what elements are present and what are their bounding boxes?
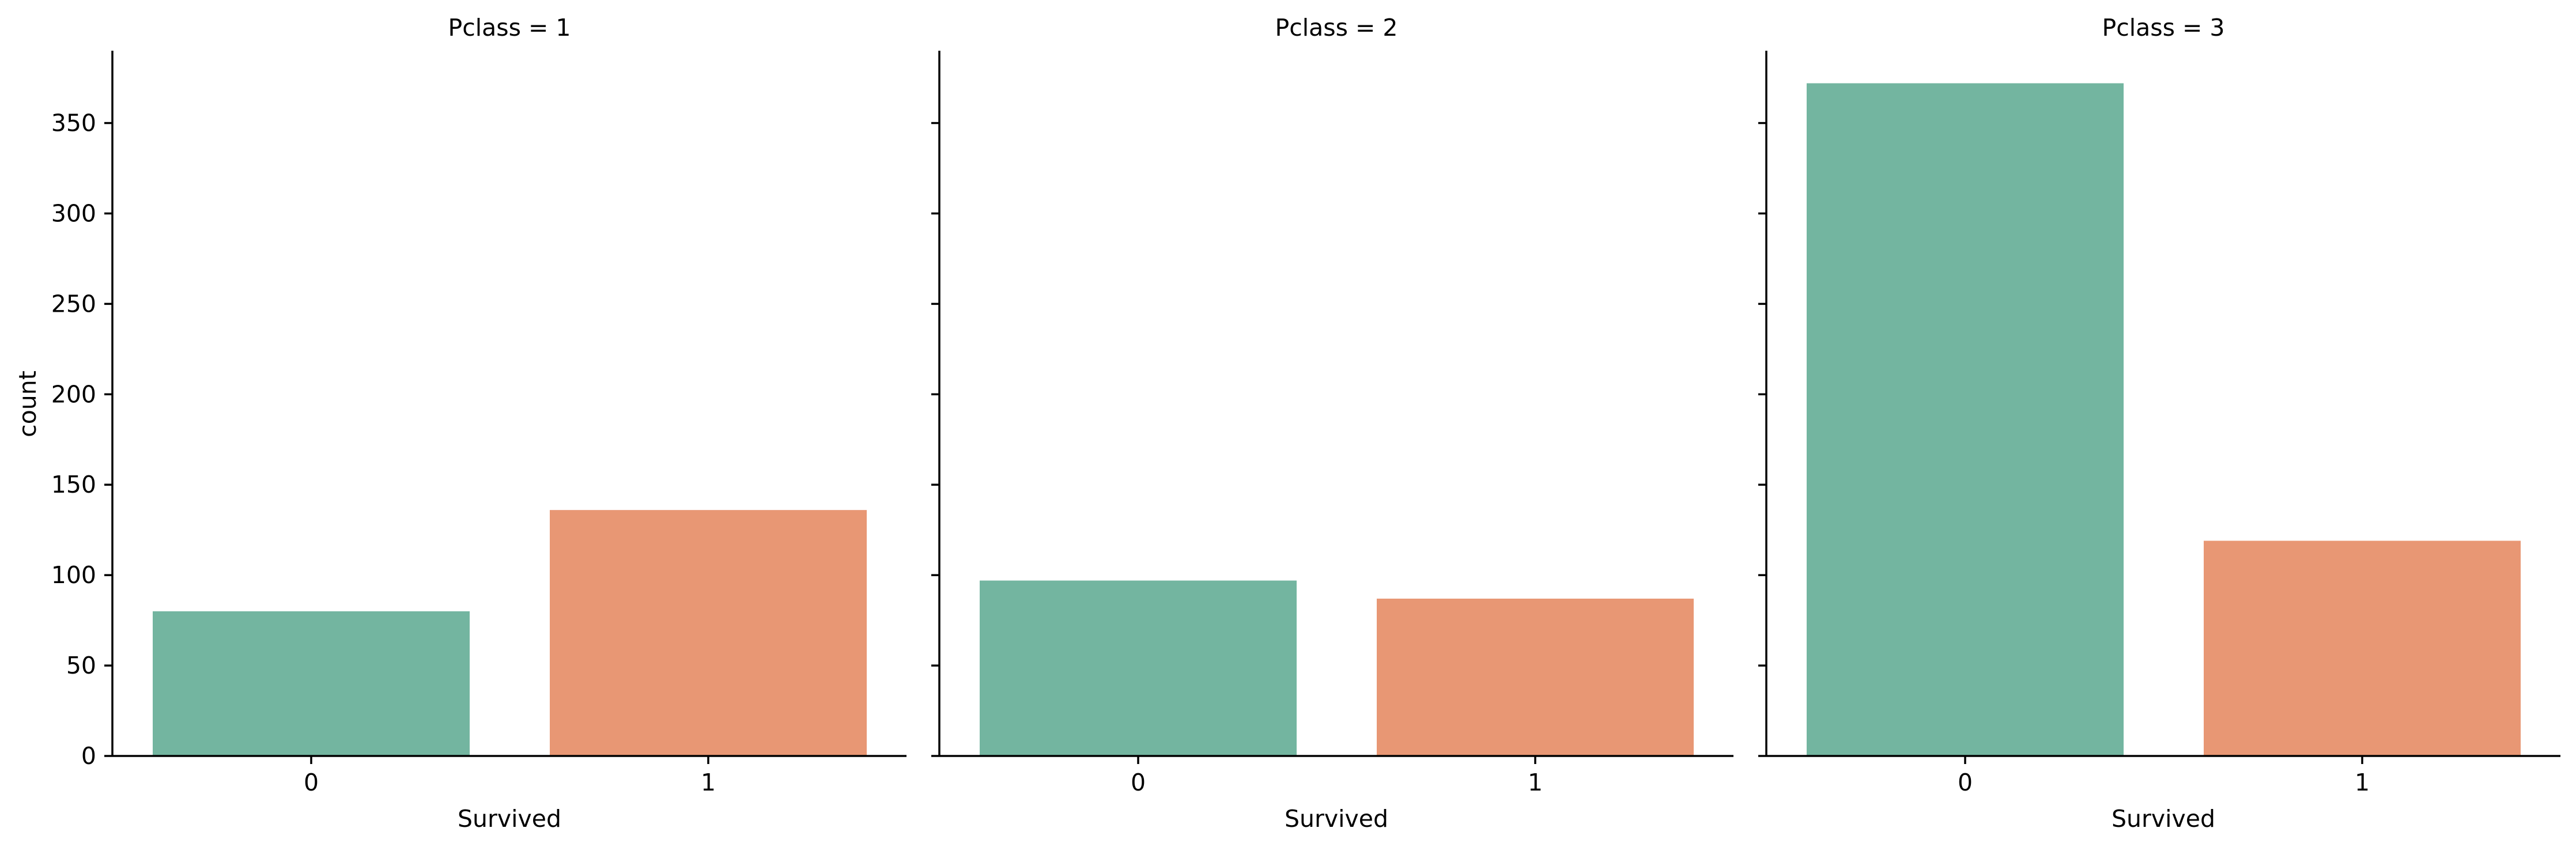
x-tick-label: 0 [1131,769,1146,796]
x-tick-label: 0 [304,769,319,796]
y-tick-label: 100 [51,561,96,589]
y-axis-title: count [14,370,41,437]
x-tick-label: 1 [2355,769,2370,796]
y-tick-label: 0 [81,742,96,770]
x-tick-label: 1 [701,769,716,796]
facet-panel-2: 0 1 Survived Pclass = 2 [931,14,1733,833]
y-tick-label: 50 [66,652,96,679]
bar-1-1 [550,510,867,756]
y-tick-label: 200 [51,380,96,408]
facet-panel-1: 0 50 100 150 200 250 300 350 0 1 Survived Pclass = … [51,14,906,833]
bar-2-1 [1377,598,1694,756]
bar-2-0 [980,580,1297,756]
facet-panel-3: 0 1 Survived Pclass = 3 [1758,14,2560,833]
y-tick-label: 250 [51,290,96,317]
facet-title: Pclass = 2 [1275,14,1397,41]
x-axis-title: Survived [2112,805,2215,833]
bar-1-0 [153,611,470,756]
x-axis-title: Survived [1285,805,1388,833]
facet-title: Pclass = 3 [2102,14,2224,41]
x-tick-label: 0 [1958,769,1973,796]
y-tick-label: 150 [51,471,96,498]
y-tick-label: 300 [51,199,96,227]
x-axis-title: Survived [458,805,561,833]
bar-3-0 [1807,83,2124,756]
x-tick-label: 1 [1528,769,1543,796]
facet-title: Pclass = 1 [448,14,571,41]
bar-3-1 [2204,540,2521,756]
y-tick-label: 350 [51,109,96,137]
